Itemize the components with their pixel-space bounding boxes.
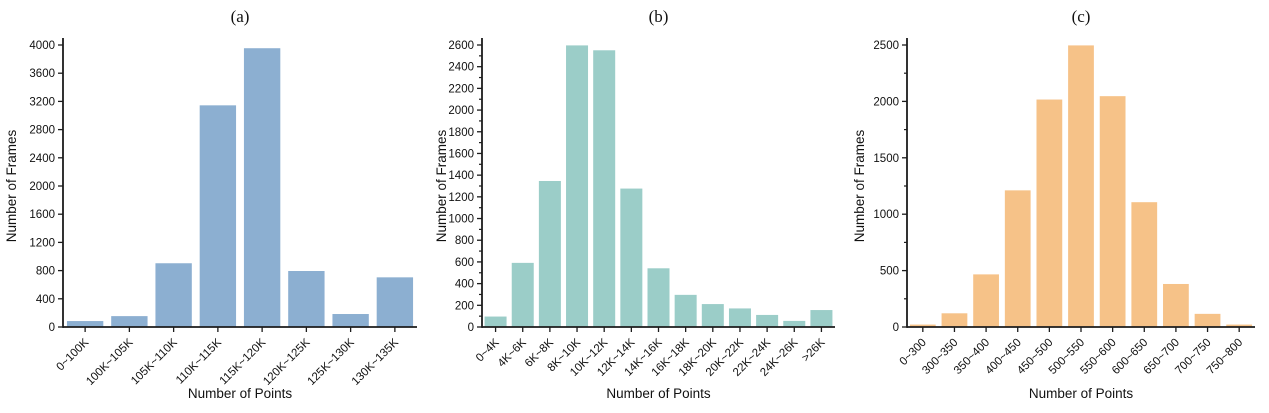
bar: [728, 307, 752, 328]
y-tick-label: 0: [49, 322, 55, 334]
y-tick-label: 800: [455, 235, 474, 247]
bar: [243, 47, 282, 328]
y-tick-label: 600: [455, 257, 474, 269]
y-tick-label: 800: [36, 266, 55, 278]
x-axis-title: Number of Points: [1029, 386, 1134, 401]
bar: [66, 320, 105, 328]
y-tick-label: 1000: [873, 209, 899, 221]
y-tick-label: 3600: [29, 68, 55, 80]
y-axis-title: Number of Frames: [852, 129, 867, 242]
y-tick-label: 2500: [873, 40, 899, 52]
y-tick-label: 400: [455, 279, 474, 291]
y-tick-label: 2200: [448, 83, 474, 95]
bar: [940, 312, 969, 328]
bar: [154, 262, 193, 328]
bar: [510, 262, 535, 328]
y-tick-label: 0: [468, 322, 474, 334]
y-tick-label: 1600: [448, 148, 474, 160]
bar: [592, 49, 616, 328]
y-tick-label: 2800: [29, 125, 55, 137]
y-axis-title: Number of Frames: [4, 129, 19, 242]
x-axis-title: Number of Points: [606, 386, 711, 401]
bar: [375, 276, 414, 328]
y-tick-label: 1500: [873, 153, 899, 165]
y-tick-label: 400: [36, 294, 55, 306]
bar: [1162, 283, 1190, 328]
x-tick-label: 100K~105K: [84, 336, 135, 387]
bar: [483, 315, 508, 328]
bar: [972, 273, 1000, 328]
chart-panel-c: (c)050010001500200025000~300300~350350~4…: [852, 7, 1255, 401]
x-tick-label: 4K~6K: [496, 336, 529, 369]
y-tick-label: 1000: [448, 214, 474, 226]
y-tick-label: 1400: [448, 170, 474, 182]
y-tick-label: 3200: [29, 96, 55, 108]
y-tick-label: 1800: [448, 127, 474, 139]
x-tick-label: 105K~110K: [129, 336, 180, 387]
y-tick-label: 4000: [29, 40, 55, 52]
bar: [198, 104, 237, 328]
y-tick-label: 1200: [448, 192, 474, 204]
bar: [1193, 313, 1222, 328]
y-tick-label: 500: [880, 266, 899, 278]
y-tick-label: 2400: [448, 62, 474, 74]
bar: [538, 180, 562, 328]
bar: [110, 315, 149, 328]
bar: [755, 314, 779, 328]
chart-panel-b: (b) 0 200 400 600 800 1000 1200 1400 1600 1800 2000…: [434, 7, 835, 401]
panel-title: (b): [649, 7, 669, 26]
x-axis-title: Number of Points: [188, 386, 293, 401]
bar: [619, 187, 644, 328]
panel-title: (a): [231, 7, 250, 26]
bar: [1098, 95, 1127, 328]
y-tick-label: 1600: [29, 209, 55, 221]
chart-panel-a: (a) 0 400 800 1200 1600 2000 2400 2800 3200 3600 40…: [4, 7, 417, 401]
y-tick-label: 2000: [29, 181, 55, 193]
y-axis-title: Number of Frames: [434, 129, 449, 242]
bar: [1130, 201, 1158, 328]
y-tick-label: 2600: [448, 40, 474, 52]
x-tick-label: 0~100K: [54, 336, 91, 373]
bar: [287, 270, 326, 328]
bar: [331, 313, 370, 328]
bar: [1067, 44, 1095, 328]
bar: [646, 267, 671, 328]
bar: [565, 44, 589, 328]
y-tick-label: 2400: [29, 153, 55, 165]
x-tick-label: 130K~135K: [350, 336, 401, 387]
x-tick-label: >26K: [800, 336, 828, 364]
y-tick-label: 2000: [873, 96, 899, 108]
y-tick-label: 200: [455, 300, 474, 312]
y-tick-label: 1200: [29, 237, 55, 249]
bar: [700, 303, 725, 328]
bar: [809, 309, 834, 328]
y-tick-label: 0: [893, 322, 899, 334]
bar: [1035, 98, 1064, 328]
y-tick-label: 2000: [448, 105, 474, 117]
bar: [1004, 189, 1032, 328]
bar: [673, 294, 698, 328]
bar: [782, 320, 807, 328]
panel-title: (c): [1072, 7, 1091, 26]
